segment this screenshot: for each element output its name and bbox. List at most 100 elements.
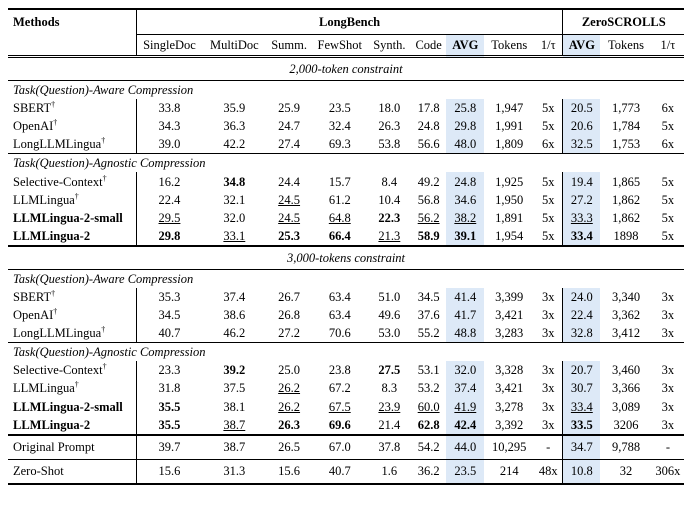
table-cell: 38.6 [223, 308, 246, 323]
dagger-mark: † [53, 306, 58, 316]
table-cell: 37.8 [367, 433, 412, 460]
table-cell: 3,340 [611, 289, 641, 304]
table-cell: 39.2 [223, 363, 246, 378]
results-table: Methods LongBench ZeroSCROLLS SingleDoc M… [8, 8, 684, 485]
table-cell: 53.8 [378, 137, 401, 152]
table-cell: 3x [661, 363, 675, 378]
table-cell: 3,362 [611, 308, 641, 323]
method-name-cell: OpenAI† [8, 306, 137, 325]
table-cell: 35.5 [158, 399, 181, 414]
table-cell: 32.1 [223, 192, 246, 207]
table-cell: 3,283 [495, 326, 524, 341]
method-name-cell: SBERT† [8, 99, 137, 118]
header-column-row: SingleDoc MultiDoc Summ. FewShot Synth. Code A… [8, 34, 684, 57]
table-cell: 26.3 [378, 119, 401, 134]
table-cell: 1,865 [611, 174, 641, 189]
table-cell: 1,891 [495, 210, 524, 225]
table-cell: 5x [661, 228, 675, 243]
method-name-cell: LLMLingua-2-small [8, 397, 137, 416]
table-cell: 24.5 [278, 192, 301, 207]
table-cell: 26.5 [266, 433, 312, 460]
table-cell: 38.7 [202, 433, 267, 460]
table-cell: 69.3 [328, 137, 351, 152]
column-header: Synth. [373, 38, 406, 52]
method-name: LLMLingua-2 [13, 228, 91, 243]
table-cell: 27.2 [278, 326, 301, 341]
dagger-mark: † [74, 380, 79, 390]
method-name: Selective-Context [13, 174, 103, 189]
longbench-header: LongBench [136, 8, 563, 35]
table-cell: 27.2 [562, 190, 601, 209]
table-cell: 51.0 [378, 289, 401, 304]
table-cell: 1,954 [495, 228, 524, 243]
table-cell: 40.7 [311, 458, 368, 485]
table-cell: 56.8 [417, 192, 440, 207]
methods-header: Methods [8, 8, 137, 57]
table-cell: 35.5 [158, 417, 181, 432]
method-name: LLMLingua-2 [13, 417, 91, 432]
table-cell: 53.1 [417, 363, 440, 378]
table-cell: 23.9 [378, 399, 401, 414]
method-name-cell: Selective-Context† [8, 361, 137, 380]
table-cell: 18.0 [378, 101, 401, 116]
table-row: OpenAI† 34.5 38.6 26.8 63.4 49.6 37.6 41.7 3,421… [8, 306, 684, 325]
table-row: LLMLingua-2 29.8 33.1 25.3 66.4 21.3 58.9 39.1 1… [8, 226, 684, 246]
table-cell: 56.2 [417, 210, 440, 225]
table-cell: 70.6 [328, 326, 351, 341]
table-cell: 15.6 [266, 458, 312, 485]
method-name: LLMLingua [13, 192, 75, 207]
method-name-cell: LLMLingua-2 [8, 226, 137, 246]
table-row: LongLLMLingua† 40.7 46.2 27.2 70.6 53.0 55.2 48… [8, 324, 684, 343]
table-cell: 1,784 [611, 119, 641, 134]
table-cell: 38.2 [446, 208, 485, 227]
table-cell: 1,991 [495, 119, 524, 134]
table-cell: 36.2 [411, 458, 447, 485]
table-cell: 1,773 [611, 101, 641, 116]
table-cell: 10,295 [484, 433, 535, 460]
table-cell: 5x [661, 210, 675, 225]
table-cell: 1,947 [495, 101, 524, 116]
section-row: Task(Question)-Aware Compression [8, 268, 684, 288]
table-cell: 49.6 [378, 308, 401, 323]
table-cell: 3,089 [611, 399, 641, 414]
method-name: Zero-Shot [13, 464, 64, 479]
table-cell: 34.6 [446, 190, 485, 209]
method-name: OpenAI [13, 308, 54, 323]
table-cell: 3x [542, 417, 555, 432]
dagger-mark: † [101, 325, 106, 335]
table-cell: 10.4 [378, 192, 401, 207]
table-cell: 3,412 [611, 326, 641, 341]
table-cell: 3x [661, 399, 675, 414]
table-cell: 26.2 [278, 381, 301, 396]
table-cell: 31.8 [158, 381, 181, 396]
method-name: LLMLingua [13, 381, 75, 396]
table-cell: 5x [661, 174, 675, 189]
table-cell: 20.7 [562, 361, 601, 380]
table-row: LLMLingua† 31.8 37.5 26.2 67.2 8.3 53.2 37.4 3,4… [8, 379, 684, 398]
column-header: 1/τ [540, 38, 556, 52]
table-cell: 5x [542, 101, 555, 116]
table-cell: 19.4 [562, 172, 601, 191]
table-cell: 9,788 [600, 433, 652, 460]
dagger-mark: † [102, 362, 107, 372]
table-cell: 66.4 [328, 228, 351, 243]
table-cell: 26.2 [278, 399, 301, 414]
table-cell: 33.4 [562, 226, 601, 246]
table-cell: 22.4 [562, 306, 601, 325]
table-cell: 25.0 [278, 363, 301, 378]
table-cell: 5x [542, 174, 555, 189]
column-header: AVG [562, 34, 601, 57]
table-cell: 5x [542, 210, 555, 225]
table-cell: 214 [484, 458, 535, 485]
method-name-cell: LLMLingua-2-small [8, 208, 137, 227]
table-cell: 26.3 [278, 417, 301, 432]
table-cell: 22.3 [378, 210, 401, 225]
table-cell: 16.2 [158, 174, 181, 189]
dagger-mark: † [53, 118, 58, 128]
table-cell: 1,862 [611, 210, 641, 225]
table-cell: 3x [542, 326, 555, 341]
method-name: SBERT [13, 289, 52, 304]
table-cell: 37.4 [223, 289, 246, 304]
table-cell: 38.1 [223, 399, 246, 414]
